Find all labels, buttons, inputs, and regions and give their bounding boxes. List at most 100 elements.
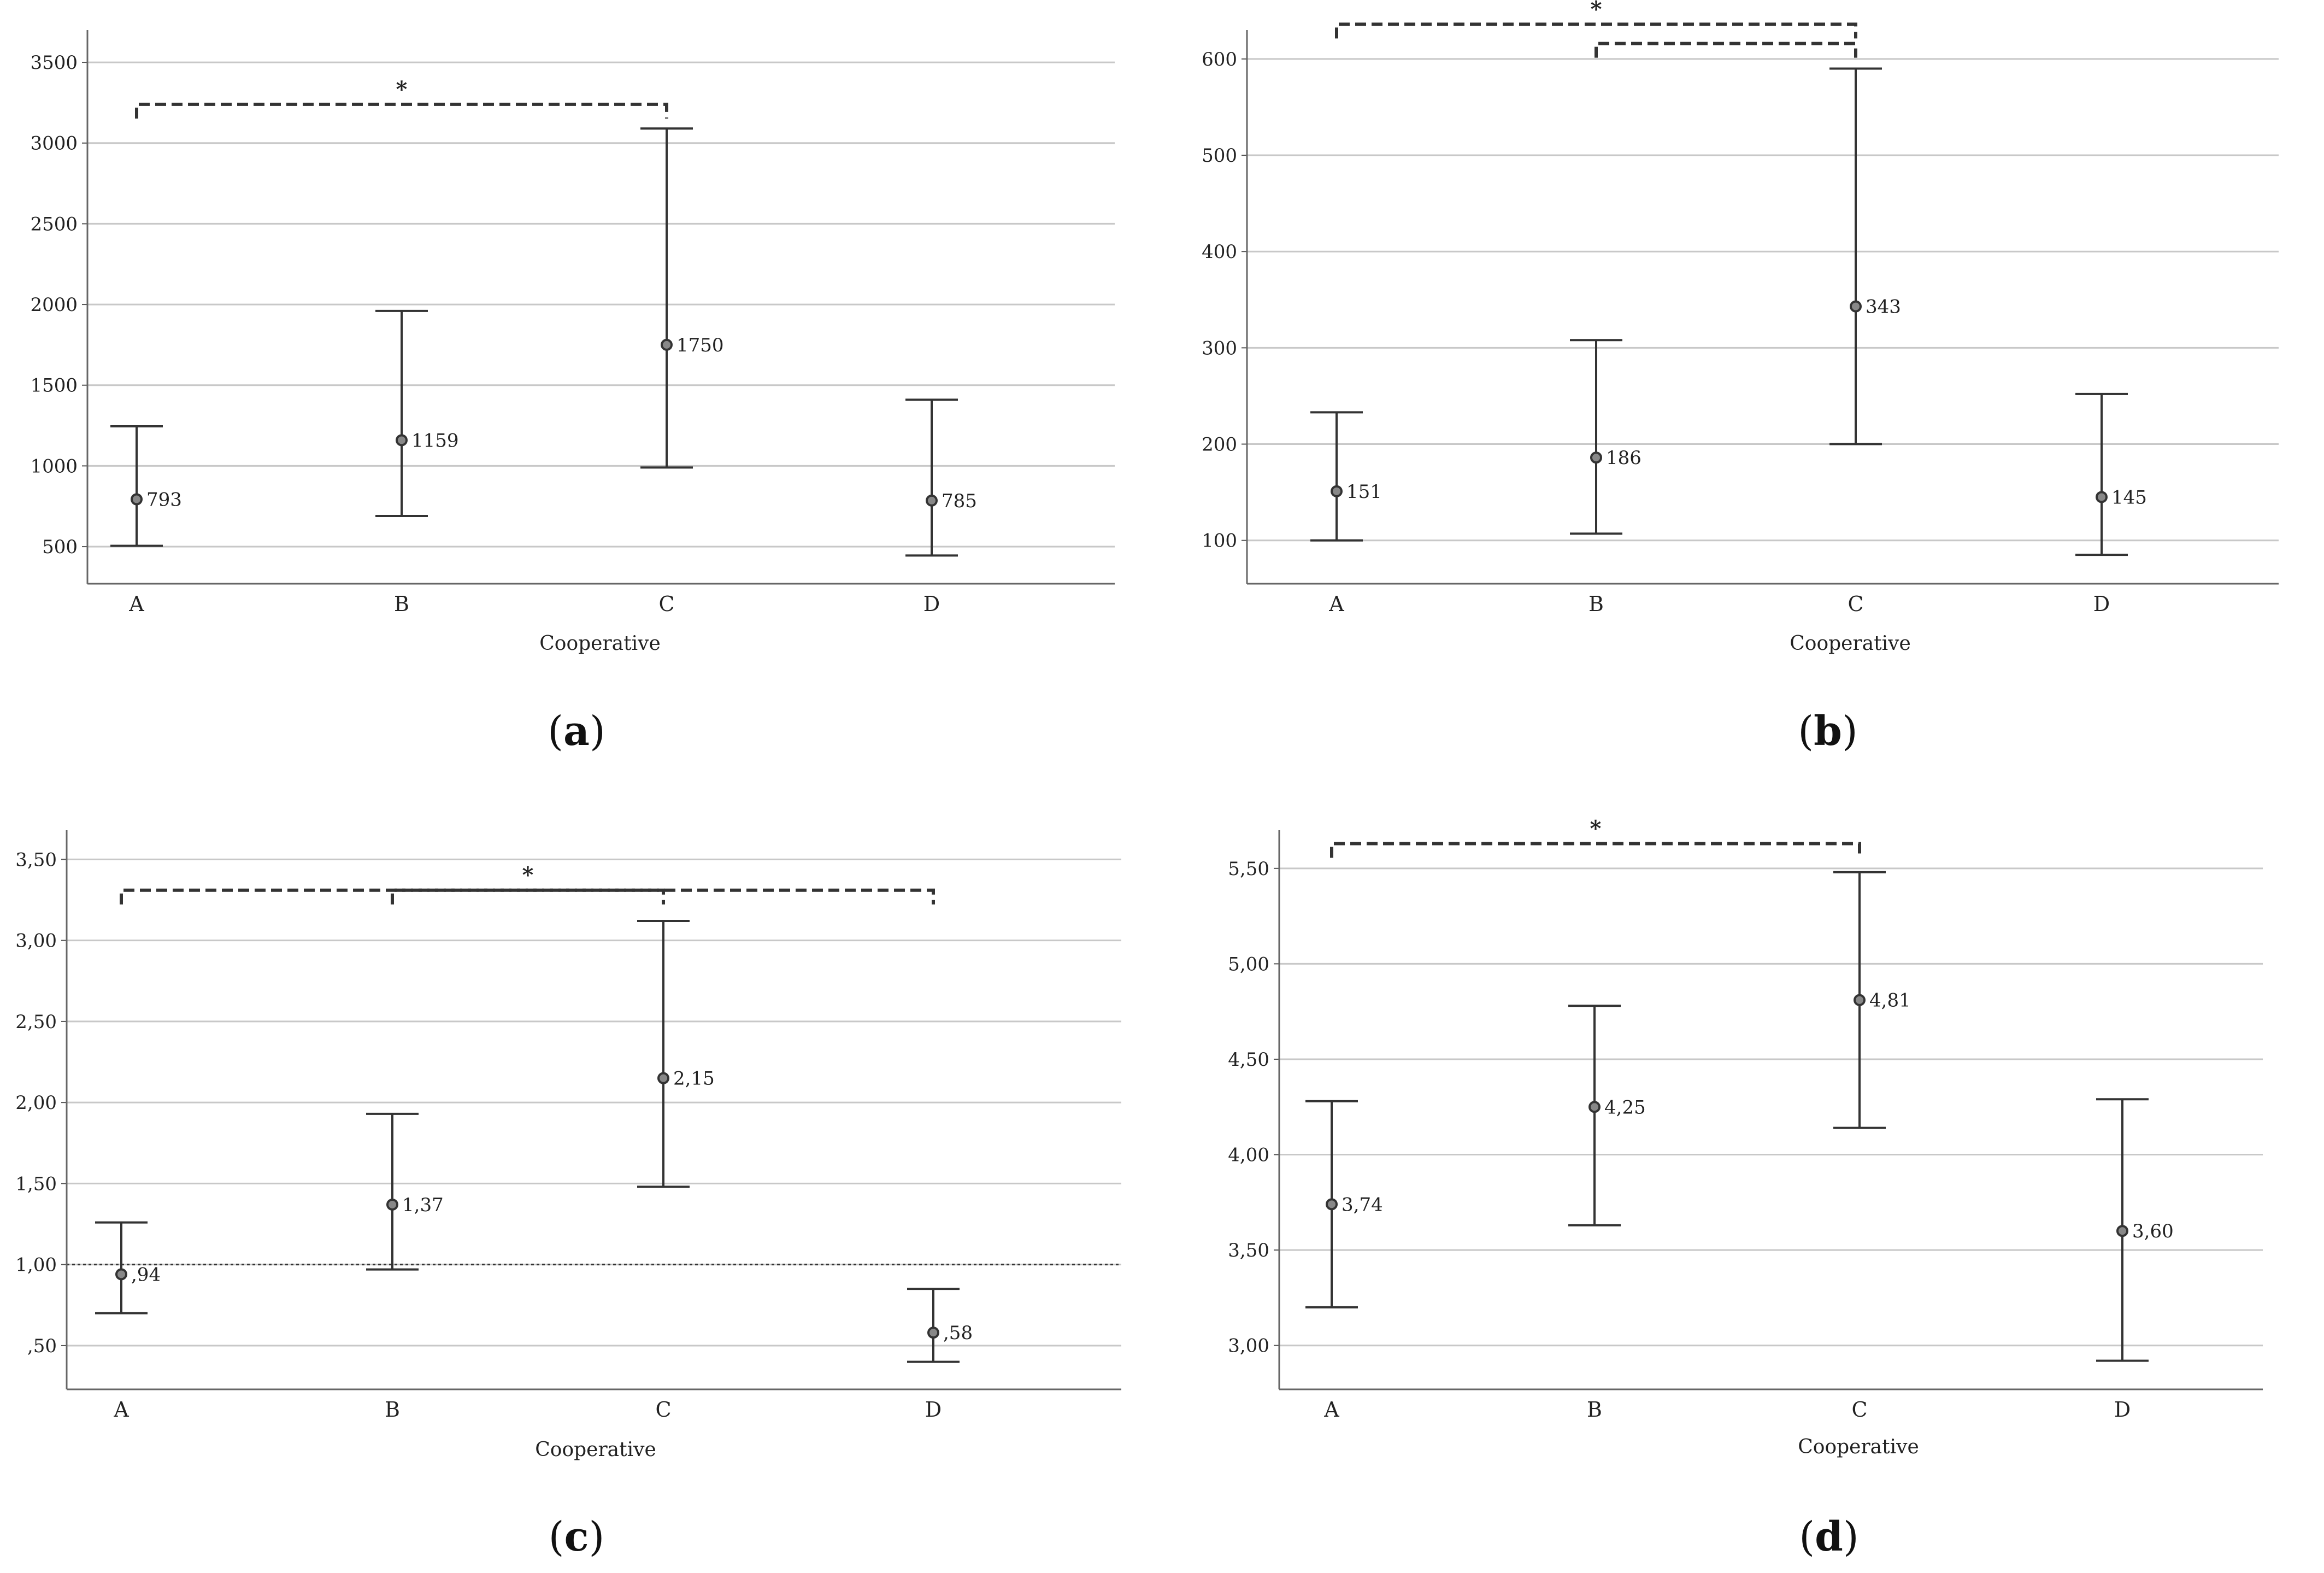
chart-d-significance-bracket [1330,842,1861,858]
chart-d-panel-label: d [1815,1513,1843,1560]
chart-b-ytick-label: 300 [1202,337,1237,359]
chart-a-ytick-label: 2500 [30,213,78,235]
chart-a-mean-point [396,434,408,447]
chart-c-value-label: ,58 [943,1322,973,1344]
chart-c-ytick-label: 3,00 [15,930,57,952]
chart-a-xtick-label: A [128,592,144,616]
chart-panel-c: ,50 1,00 1,50 2,00 2,50 3,00 3,50 A ,94 B 1,37 C 2,1… [0,786,1162,1573]
chart-d-xtick-label: C [1851,1398,1867,1422]
chart-c-ytick-label: ,50 [27,1335,57,1357]
chart-d-ytick-label: 3,00 [1228,1335,1269,1357]
chart-a-mean-point [661,338,673,351]
chart-c-caption: (c) [548,1513,605,1560]
chart-a-value-label: 1159 [411,430,459,451]
chart-d-significance-label: * [1590,815,1602,841]
chart-a-value-label: 785 [942,490,977,512]
chart-d-value-label: 4,81 [1869,990,1911,1012]
chart-d-value-label: 3,74 [1342,1194,1383,1216]
chart-b-xtick-label: D [2093,592,2110,616]
chart-d-mean-point [1588,1101,1601,1113]
chart-d-ytick-label: 4,00 [1228,1144,1269,1166]
chart-panel-d: 3,00 3,50 4,00 4,50 5,00 5,50 A 3,74 B 4,25 C 4,81 D… [1162,786,2324,1573]
chart-c-ytick-label: 3,50 [15,849,57,871]
chart-c-mean-point [657,1072,669,1084]
chart-d-mean-point [1854,994,1866,1006]
chart-d-caption: (d) [1799,1513,1859,1560]
chart-b-significance-label: * [1591,0,1602,22]
chart-a-mean-point [926,494,938,507]
chart-c-ytick-label: 1,00 [15,1254,57,1276]
chart-a-ytick-label: 2000 [30,294,78,316]
chart-c-xtick-label: C [655,1398,671,1422]
chart-c-xlabel: Cooperative [535,1439,656,1461]
chart-a-mean-point [131,493,143,506]
chart-a-ytick-label: 3000 [30,133,78,155]
chart-b-significance-bracket [1335,22,1857,39]
chart-d-mean-point [1326,1198,1338,1211]
chart-c-significance-bracket [120,888,935,905]
chart-b-svg: 100 200 300 400 500 600 A 151 B 186 C 343 D 145 * [1202,0,2279,616]
chart-a-ytick-label: 500 [42,536,78,558]
chart-d-ytick-label: 5,50 [1228,858,1269,880]
chart-d-ytick-label: 5,00 [1228,953,1269,975]
chart-a-value-label: 793 [146,489,182,511]
chart-a-xtick-label: D [923,592,940,616]
chart-c-mean-point [115,1268,127,1281]
chart-c-xtick-label: A [113,1398,129,1422]
chart-d-mean-point [2116,1225,2128,1237]
chart-a-ytick-label: 1000 [30,455,78,477]
chart-b-value-label: 145 [2111,486,2147,508]
chart-b-value-label: 151 [1346,481,1382,503]
chart-c-significance-label: * [522,862,534,888]
chart-a-value-label: 1750 [676,334,724,356]
chart-b-xtick-label: B [1588,592,1604,616]
chart-b-mean-point [2096,491,2108,503]
chart-d-xtick-label: B [1587,1398,1602,1422]
chart-b-ytick-label: 100 [1202,530,1237,552]
chart-c-ytick-label: 1,50 [15,1173,57,1195]
chart-b-ytick-label: 500 [1202,145,1237,167]
chart-c-value-label: 2,15 [673,1068,715,1090]
chart-a-significance-bracket [135,102,668,119]
chart-d-xtick-label: D [2114,1398,2131,1422]
chart-a-caption: (a) [548,708,605,755]
chart-a-ytick-label: 1500 [30,375,78,397]
chart-panel-b: 100 200 300 400 500 600 A 151 B 186 C 343 D 145 * Coop… [1162,0,2324,786]
chart-d-svg: 3,00 3,50 4,00 4,50 5,00 5,50 A 3,74 B 4,25 C 4,81 D… [1228,815,2263,1422]
chart-b-xlabel: Cooperative [1790,632,1911,655]
chart-b-mean-point [1590,451,1602,464]
chart-a-significance-label: * [396,77,408,102]
chart-b-xtick-label: A [1328,592,1344,616]
chart-a-svg: 500 1000 1500 2000 2500 3000 3500 A 793 B 1159 C 175… [30,30,1115,616]
chart-a-xtick-label: B [394,592,409,616]
chart-d-value-label: 4,25 [1604,1096,1646,1118]
chart-b-xtick-label: C [1848,592,1863,616]
chart-b-mean-point [1850,300,1862,313]
chart-a-ytick-label: 3500 [30,52,78,74]
chart-c-mean-point [386,1198,398,1211]
chart-a-xtick-label: C [658,592,674,616]
chart-panel-a: 500 1000 1500 2000 2500 3000 3500 A 793 B 1159 C 175… [0,0,1162,786]
chart-b-value-label: 343 [1866,296,1901,318]
chart-c-significance-bracket [391,888,665,905]
chart-c-svg: ,50 1,00 1,50 2,00 2,50 3,00 3,50 A ,94 B 1,37 C 2,1… [15,830,1121,1422]
chart-c-xtick-label: B [385,1398,400,1422]
chart-b-mean-point [1331,485,1343,497]
chart-b-significance-bracket [1595,42,1857,58]
chart-d-ytick-label: 4,50 [1228,1049,1269,1071]
chart-c-ytick-label: 2,50 [15,1011,57,1033]
chart-b-caption: (b) [1798,708,1858,755]
chart-c-ytick-label: 2,00 [15,1092,57,1114]
chart-d-xlabel: Cooperative [1798,1436,1919,1458]
chart-a-panel-label: a [563,708,590,755]
chart-d-value-label: 3,60 [2132,1220,2174,1242]
chart-c-value-label: ,94 [131,1264,161,1286]
chart-a-xlabel: Cooperative [539,632,661,655]
chart-b-ytick-label: 200 [1202,434,1237,456]
chart-c-value-label: 1,37 [402,1194,444,1216]
chart-b-value-label: 186 [1606,447,1641,469]
chart-d-ytick-label: 3,50 [1228,1240,1269,1261]
chart-c-panel-label: c [564,1513,589,1560]
chart-b-ytick-label: 400 [1202,241,1237,263]
chart-c-xtick-label: D [925,1398,942,1422]
